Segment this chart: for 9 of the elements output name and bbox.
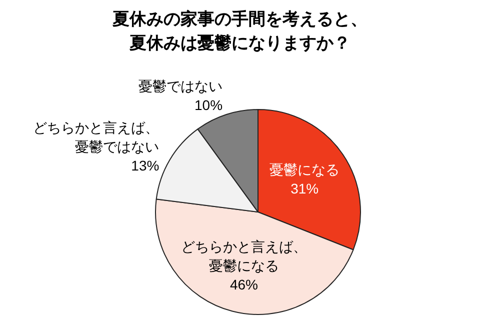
slice-label: 憂鬱ではない (138, 78, 223, 94)
chart-title: 夏休みの家事の手間を考えると、夏休みは憂鬱になりますか？ (112, 10, 368, 53)
slice-label: どちらかと言えば、憂鬱になる (180, 238, 307, 274)
data-label: 10% (194, 97, 223, 114)
data-label: 31% (290, 180, 319, 197)
slice-label: どちらかと言えば、憂鬱ではない (33, 119, 160, 154)
data-label: 13% (131, 157, 160, 174)
slice-label: 憂鬱になる (270, 162, 340, 178)
data-label: 46% (230, 276, 258, 292)
